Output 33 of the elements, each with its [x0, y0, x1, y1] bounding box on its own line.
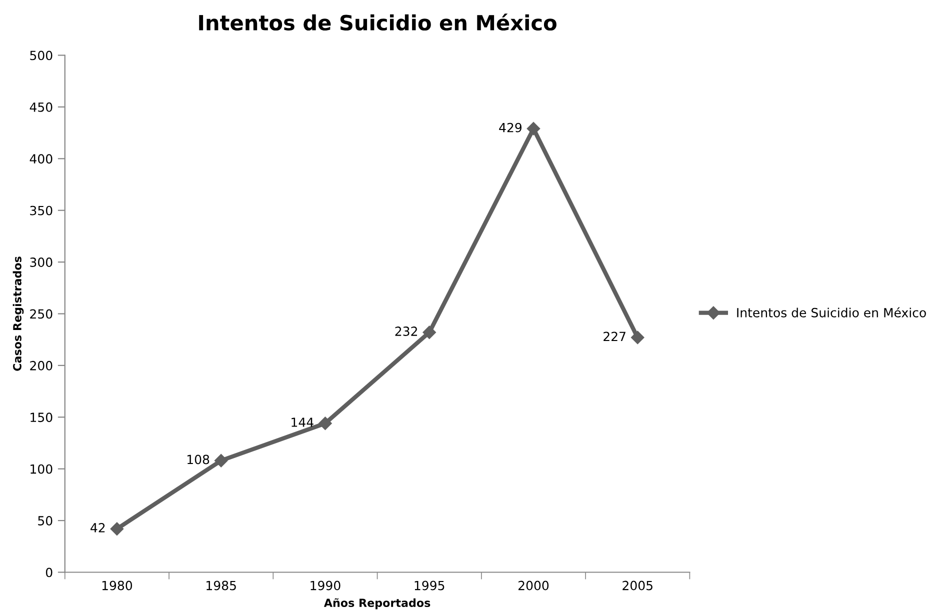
y-tick-label: 400: [30, 154, 52, 164]
y-tick-label: 0: [46, 568, 52, 578]
y-tick-label: 200: [30, 360, 52, 370]
x-tick-label: 1985: [206, 580, 236, 590]
data-label: 232: [395, 326, 417, 336]
x-tick-label: 2000: [518, 580, 549, 590]
point: [110, 522, 124, 536]
point: [422, 326, 436, 339]
data-label: 108: [187, 454, 210, 464]
y-tick-label: 100: [30, 464, 52, 474]
data-label: 227: [604, 332, 626, 341]
x-tick-label: 1995: [414, 580, 444, 590]
x-tick-label: 2005: [622, 580, 652, 590]
x-tick-label: 1980: [102, 580, 132, 590]
y-tick-label: 500: [30, 50, 52, 60]
point: [214, 454, 228, 468]
x-axis-title: Años Reportados: [324, 598, 430, 610]
point: [631, 330, 644, 344]
data-label: 429: [499, 122, 522, 132]
y-tick-label: 300: [30, 258, 52, 267]
x-tick-label: 1990: [310, 580, 340, 590]
y-tick-label: 250: [30, 309, 52, 319]
y-tick-label: 150: [30, 412, 52, 422]
point: [318, 416, 332, 430]
legend-label: Intentos de Suicidio en México: [737, 307, 926, 318]
y-tick-label: 350: [30, 206, 52, 216]
y-tick-label: 450: [30, 102, 52, 112]
chart-title: Intentos de Suicidio en México: [199, 14, 556, 31]
point: [526, 122, 540, 136]
data-label: 42: [90, 522, 105, 532]
data-label: 144: [292, 418, 314, 427]
y-axis-title: Casos Registrados: [12, 256, 24, 371]
y-tick-label: 50: [38, 516, 52, 526]
